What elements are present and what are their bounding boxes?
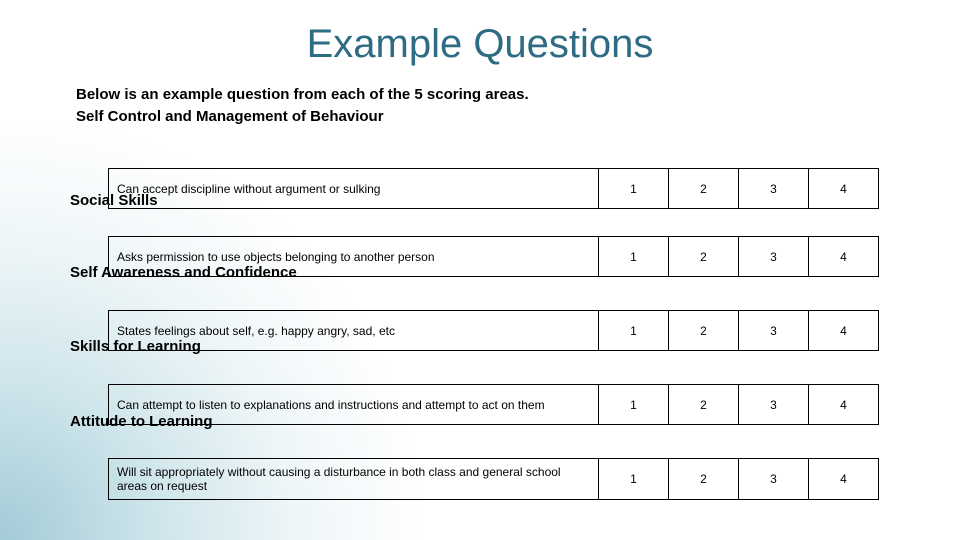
score-option[interactable]: 1 bbox=[599, 459, 669, 500]
area-label-attitude-learning: Attitude to Learning bbox=[70, 413, 213, 430]
intro-line-1: Below is an example question from each o… bbox=[76, 85, 920, 105]
question-row-5: Will sit appropriately without causing a… bbox=[108, 458, 879, 500]
score-option[interactable]: 4 bbox=[809, 169, 879, 209]
score-option[interactable]: 2 bbox=[669, 385, 739, 425]
score-option[interactable]: 3 bbox=[739, 459, 809, 500]
area-label-self-awareness: Self Awareness and Confidence bbox=[70, 264, 297, 281]
area-label-social-skills: Social Skills bbox=[70, 192, 158, 209]
slide-container: Example Questions Below is an example qu… bbox=[0, 0, 960, 540]
question-row-4: Can attempt to listen to explanations an… bbox=[108, 384, 879, 425]
score-option[interactable]: 4 bbox=[809, 311, 879, 351]
score-option[interactable]: 3 bbox=[739, 169, 809, 209]
page-title: Example Questions bbox=[40, 22, 920, 67]
area-label-skills-learning: Skills for Learning bbox=[70, 338, 201, 355]
score-option[interactable]: 3 bbox=[739, 237, 809, 277]
score-option[interactable]: 4 bbox=[809, 237, 879, 277]
question-row-1: Can accept discipline without argument o… bbox=[108, 168, 879, 209]
score-option[interactable]: 4 bbox=[809, 459, 879, 500]
question-text: Can accept discipline without argument o… bbox=[109, 169, 599, 209]
score-option[interactable]: 4 bbox=[809, 385, 879, 425]
score-option[interactable]: 2 bbox=[669, 237, 739, 277]
score-option[interactable]: 2 bbox=[669, 459, 739, 500]
question-text: Will sit appropriately without causing a… bbox=[109, 459, 599, 500]
score-option[interactable]: 3 bbox=[739, 385, 809, 425]
score-option[interactable]: 3 bbox=[739, 311, 809, 351]
score-option[interactable]: 1 bbox=[599, 169, 669, 209]
score-option[interactable]: 2 bbox=[669, 311, 739, 351]
score-option[interactable]: 1 bbox=[599, 385, 669, 425]
score-option[interactable]: 1 bbox=[599, 237, 669, 277]
score-option[interactable]: 1 bbox=[599, 311, 669, 351]
score-option[interactable]: 2 bbox=[669, 169, 739, 209]
intro-line-2: Self Control and Management of Behaviour bbox=[76, 107, 920, 127]
question-row-3: States feelings about self, e.g. happy a… bbox=[108, 310, 879, 351]
